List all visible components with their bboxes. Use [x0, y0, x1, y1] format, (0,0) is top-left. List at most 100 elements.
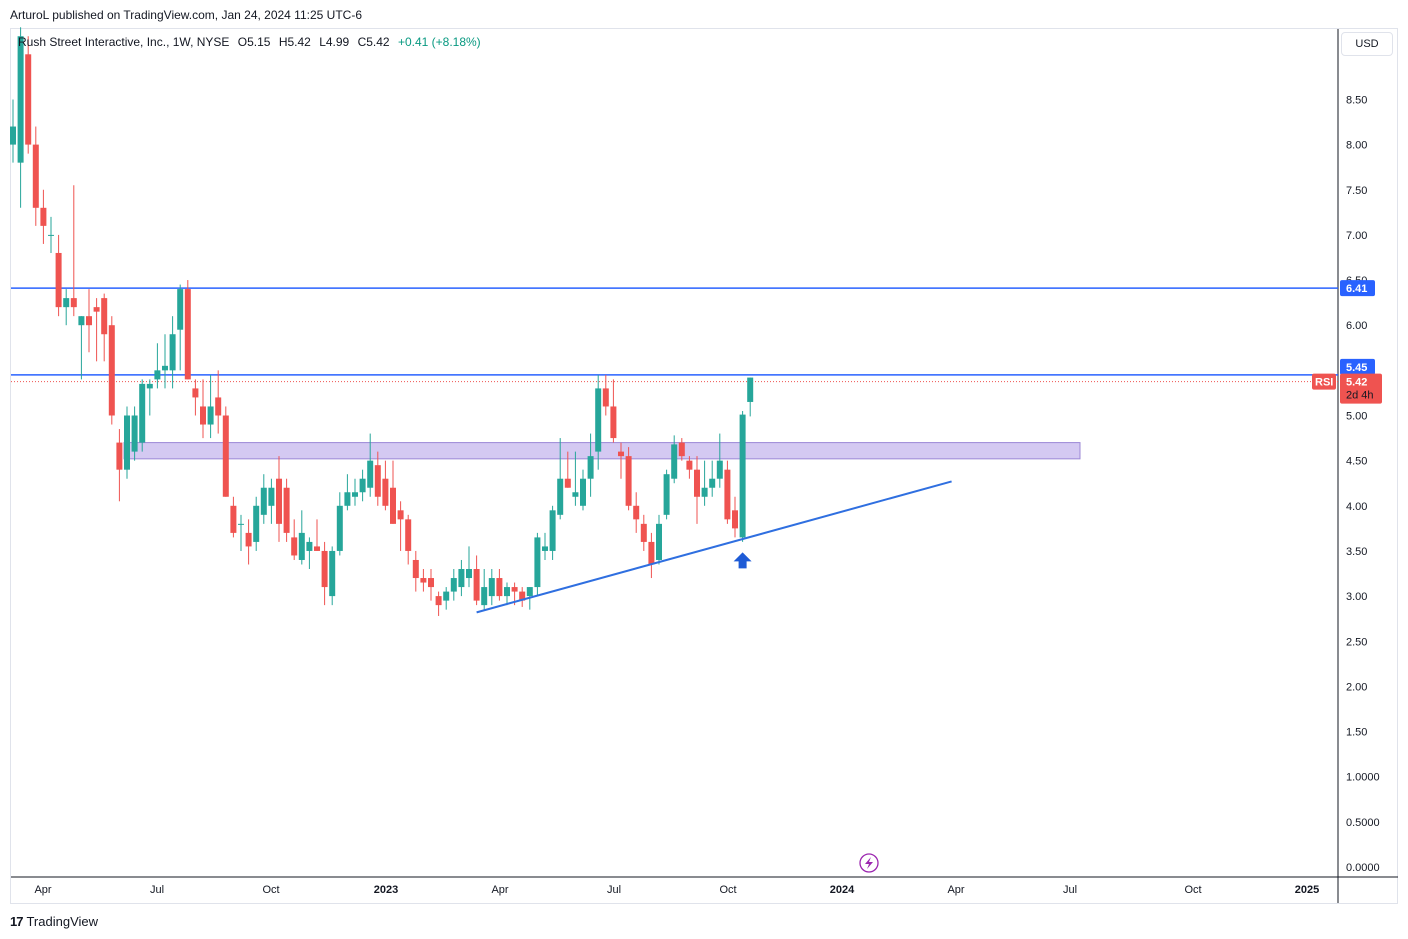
candle-body[interactable]	[245, 532, 252, 547]
currency-button[interactable]: USD	[1341, 32, 1393, 56]
candle-body[interactable]	[93, 307, 100, 312]
candle-body[interactable]	[557, 478, 564, 515]
candle-body[interactable]	[428, 578, 434, 588]
candle-body[interactable]	[739, 414, 746, 538]
candle-body[interactable]	[747, 377, 754, 402]
candle-body[interactable]	[352, 492, 358, 497]
candle-body[interactable]	[291, 537, 298, 556]
candle-body[interactable]	[329, 550, 336, 597]
candle-body[interactable]	[488, 578, 495, 597]
support-zone[interactable]	[123, 442, 1081, 460]
candle-body[interactable]	[162, 365, 168, 371]
candle-body[interactable]	[169, 334, 176, 371]
candle-body[interactable]	[587, 456, 594, 479]
candle-body[interactable]	[466, 569, 472, 579]
candle-body[interactable]	[374, 465, 381, 497]
candle-body[interactable]	[405, 519, 412, 551]
candle-body[interactable]	[32, 144, 39, 208]
candle-body[interactable]	[192, 388, 199, 398]
candle-body[interactable]	[146, 383, 153, 389]
candle-body[interactable]	[618, 451, 624, 457]
candle-body[interactable]	[184, 289, 191, 380]
candle-body[interactable]	[314, 546, 320, 551]
candle-body[interactable]	[101, 298, 108, 335]
candle-body[interactable]	[40, 207, 47, 226]
candle-body[interactable]	[633, 505, 640, 520]
candle-body[interactable]	[435, 596, 442, 606]
candle-body[interactable]	[504, 587, 510, 597]
candle-body[interactable]	[602, 388, 609, 407]
candle-body[interactable]	[686, 460, 693, 470]
candle-body[interactable]	[694, 469, 700, 497]
candle-body[interactable]	[526, 587, 533, 597]
candle-body[interactable]	[283, 487, 290, 533]
candle-body[interactable]	[481, 587, 488, 606]
tradingview-logo[interactable]: 17 TradingView	[10, 912, 98, 930]
candle-body[interactable]	[55, 252, 62, 308]
candle-body[interactable]	[154, 370, 161, 380]
candle-body[interactable]	[420, 578, 427, 583]
candle-body[interactable]	[131, 415, 138, 452]
candle-body[interactable]	[678, 442, 685, 457]
candle-body[interactable]	[367, 460, 374, 488]
candle-body[interactable]	[359, 478, 366, 493]
candle-body[interactable]	[17, 36, 24, 163]
candle-body[interactable]	[412, 559, 419, 579]
candle-body[interactable]	[253, 505, 260, 542]
candle-body[interactable]	[70, 298, 77, 308]
candle-body[interactable]	[336, 505, 343, 551]
candle-body[interactable]	[260, 487, 267, 515]
candle-body[interactable]	[701, 487, 708, 497]
candle-body[interactable]	[610, 406, 617, 439]
candle-body[interactable]	[397, 510, 404, 520]
candle-body[interactable]	[382, 478, 389, 506]
candle-body[interactable]	[640, 523, 647, 542]
candle-body[interactable]	[238, 523, 244, 525]
candle-body[interactable]	[108, 325, 115, 416]
candle-body[interactable]	[48, 234, 54, 236]
candle-body[interactable]	[473, 569, 480, 601]
candle-body[interactable]	[306, 541, 313, 551]
candle-body[interactable]	[230, 505, 237, 533]
candle-body[interactable]	[390, 487, 396, 524]
candle-body[interactable]	[663, 474, 670, 515]
candle-body[interactable]	[215, 397, 222, 416]
candle-body[interactable]	[10, 126, 16, 145]
candle-body[interactable]	[564, 478, 571, 488]
candle-body[interactable]	[177, 289, 184, 330]
candle-body[interactable]	[732, 510, 738, 529]
candle-body[interactable]	[86, 316, 92, 326]
candle-body[interactable]	[207, 406, 214, 425]
candle-body[interactable]	[200, 406, 206, 425]
candle-body[interactable]	[724, 469, 731, 520]
candle-body[interactable]	[519, 591, 526, 601]
candle-body[interactable]	[709, 478, 716, 488]
candle-body[interactable]	[656, 523, 662, 560]
candle-body[interactable]	[716, 460, 723, 479]
candle-body[interactable]	[458, 569, 465, 588]
candle-body[interactable]	[268, 487, 275, 506]
candle-body[interactable]	[549, 510, 556, 551]
candle-body[interactable]	[222, 415, 229, 497]
legend-symbol[interactable]: Rush Street Interactive, Inc., 1W, NYSE	[18, 35, 230, 49]
candle-body[interactable]	[542, 546, 548, 551]
trendline[interactable]	[476, 480, 952, 614]
candle-body[interactable]	[648, 541, 655, 565]
candle-body[interactable]	[321, 550, 328, 588]
candle-body[interactable]	[276, 478, 282, 524]
candle-body[interactable]	[572, 492, 579, 497]
rsi-badge[interactable]: RSI	[1315, 377, 1333, 389]
candle-body[interactable]	[139, 383, 146, 443]
candle-body[interactable]	[671, 444, 678, 479]
candle-body[interactable]	[63, 298, 70, 308]
candle-body[interactable]	[625, 456, 632, 506]
candle-body[interactable]	[496, 578, 503, 597]
candle-body[interactable]	[595, 388, 602, 452]
candle-body[interactable]	[116, 442, 123, 470]
candle-body[interactable]	[534, 537, 541, 588]
candle-body[interactable]	[298, 532, 305, 560]
up-arrow-icon[interactable]	[733, 552, 752, 569]
candle-body[interactable]	[511, 587, 518, 592]
candle-body[interactable]	[443, 591, 450, 601]
candle-body[interactable]	[344, 492, 351, 506]
